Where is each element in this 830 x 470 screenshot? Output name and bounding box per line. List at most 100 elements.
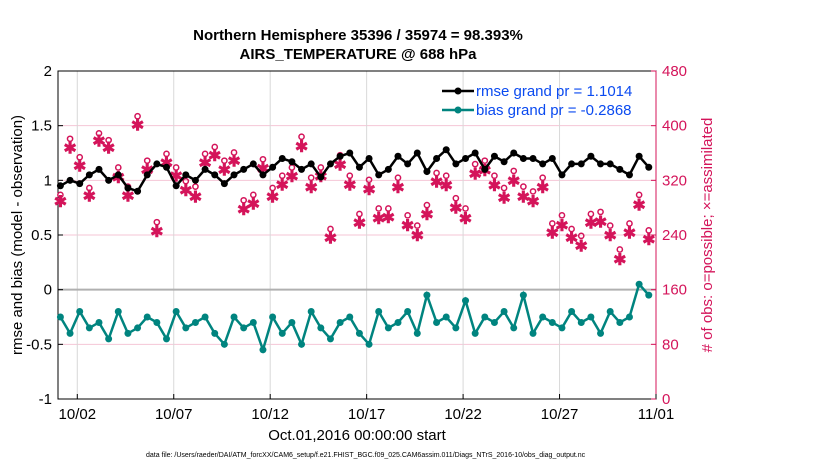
obs-possible-marker <box>606 222 614 229</box>
rmse-point <box>326 160 334 168</box>
bias-point <box>355 329 363 337</box>
rmse-point <box>66 176 74 184</box>
rmse-point <box>56 182 64 190</box>
y2-tick-label: 160 <box>662 282 687 299</box>
obs-assimilated-marker: ✱ <box>343 177 356 194</box>
bias-point <box>336 318 344 326</box>
rmse-point <box>616 165 624 173</box>
y-tick-label: 1.5 <box>31 118 52 135</box>
rmse-point <box>452 160 460 168</box>
rmse-point <box>462 154 470 162</box>
y-tick-label: 0.5 <box>31 227 52 244</box>
obs-assimilated-marker: ✱ <box>179 183 192 200</box>
obs-assimilated-marker: ✱ <box>247 197 260 214</box>
obs-assimilated-marker: ✱ <box>449 201 462 218</box>
bias-point <box>577 318 585 326</box>
obs-assimilated-marker: ✱ <box>121 188 134 205</box>
rmse-point <box>240 165 248 173</box>
obs-possible-marker <box>365 176 373 184</box>
obs-possible-marker <box>384 205 392 212</box>
obs-assimilated-marker: ✱ <box>391 180 404 197</box>
chart-title: Northern Hemisphere 35396 / 35974 = 98.3… <box>193 27 523 44</box>
obs-assimilated-marker: ✱ <box>333 158 346 175</box>
rmse-point <box>404 160 412 168</box>
obs-assimilated-marker: ✱ <box>189 190 202 207</box>
bias-point <box>201 313 209 321</box>
obs-assimilated-marker: ✱ <box>266 190 279 207</box>
obs-assimilated-marker: ✱ <box>613 252 626 269</box>
bias-point <box>288 318 296 326</box>
obs-assimilated-marker: ✱ <box>73 158 86 175</box>
obs-assimilated-marker: ✱ <box>362 182 375 199</box>
obs-assimilated-marker: ✱ <box>555 218 568 235</box>
obs-possible-marker <box>143 157 151 165</box>
bias-point <box>442 313 450 321</box>
bias-point <box>56 313 64 321</box>
legend-swatch-marker <box>454 106 462 114</box>
obs-possible-marker <box>278 172 286 180</box>
rmse-point <box>413 149 421 157</box>
rmse-point <box>529 154 537 162</box>
bias-point <box>539 313 547 321</box>
bias-point <box>85 324 93 332</box>
y-tick-label: 2 <box>44 63 52 80</box>
obs-possible-marker <box>568 225 575 233</box>
bias-point <box>452 324 460 332</box>
rmse-point <box>105 176 113 184</box>
obs-assimilated-marker: ✱ <box>227 154 240 171</box>
obs-possible-marker <box>317 164 325 171</box>
bias-point <box>510 324 518 332</box>
obs-assimilated-marker: ✱ <box>198 156 211 173</box>
rmse-point <box>298 165 306 173</box>
rmse-point <box>606 160 614 168</box>
obs-assimilated-marker: ✱ <box>102 141 115 158</box>
obs-possible-marker <box>510 167 518 175</box>
x-tick-label: 10/17 <box>348 406 386 423</box>
bias-point <box>346 313 354 321</box>
obs-possible-marker <box>471 160 479 168</box>
bias-point <box>143 313 151 321</box>
rmse-point <box>191 176 199 184</box>
y-tick-label: 1 <box>44 172 52 189</box>
rmse-point <box>336 152 344 160</box>
obs-possible-marker <box>587 210 595 218</box>
legend-swatch-marker <box>454 87 462 95</box>
rmse-point <box>249 160 257 168</box>
obs-possible-marker <box>481 157 489 165</box>
obs-assimilated-marker: ✱ <box>83 188 96 205</box>
obs-assimilated-marker: ✱ <box>497 190 510 207</box>
rmse-point <box>153 160 161 168</box>
obs-possible-marker <box>548 220 556 227</box>
obs-possible-marker <box>558 211 566 219</box>
rmse-point <box>269 163 277 171</box>
obs-possible-marker <box>172 164 180 171</box>
obs-possible-marker <box>163 150 170 158</box>
bias-point <box>597 329 605 337</box>
y-tick-label: -0.5 <box>26 336 52 353</box>
obs-possible-marker <box>153 218 161 226</box>
obs-possible-marker <box>230 149 238 156</box>
rmse-point <box>163 163 171 171</box>
obs-possible-marker <box>76 153 84 161</box>
obs-assimilated-marker: ✱ <box>632 197 645 214</box>
obs-possible-marker <box>134 112 141 120</box>
obs-possible-marker <box>105 136 112 144</box>
rmse-point <box>490 152 498 160</box>
obs-possible-marker <box>201 150 209 158</box>
bias-point <box>481 313 489 321</box>
obs-assimilated-marker: ✱ <box>594 214 607 231</box>
obs-assimilated-marker: ✱ <box>353 216 366 233</box>
obs-assimilated-marker: ✱ <box>565 231 578 248</box>
bias-point <box>220 340 228 348</box>
obs-possible-marker <box>404 211 411 219</box>
obs-possible-marker <box>500 184 508 192</box>
bias-point <box>317 324 325 332</box>
x-tick-label: 10/07 <box>155 406 193 423</box>
obs-possible-marker <box>114 164 122 171</box>
bias-point <box>519 291 527 299</box>
bias-point <box>124 329 132 337</box>
obs-assimilated-marker: ✱ <box>440 178 453 195</box>
bias-point <box>635 280 643 288</box>
bias-point <box>307 308 315 316</box>
